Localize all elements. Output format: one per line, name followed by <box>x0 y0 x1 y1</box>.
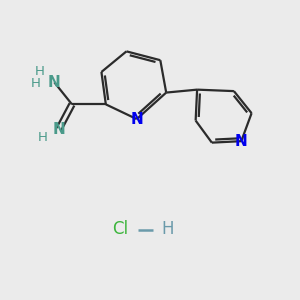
Text: H: H <box>34 64 44 78</box>
Text: H: H <box>161 220 174 238</box>
Text: N: N <box>235 134 248 149</box>
Text: N: N <box>48 75 61 90</box>
Text: N: N <box>52 122 65 137</box>
Text: N: N <box>130 112 143 127</box>
Text: H: H <box>38 131 47 144</box>
Text: Cl: Cl <box>112 220 129 238</box>
Text: H: H <box>31 77 41 90</box>
